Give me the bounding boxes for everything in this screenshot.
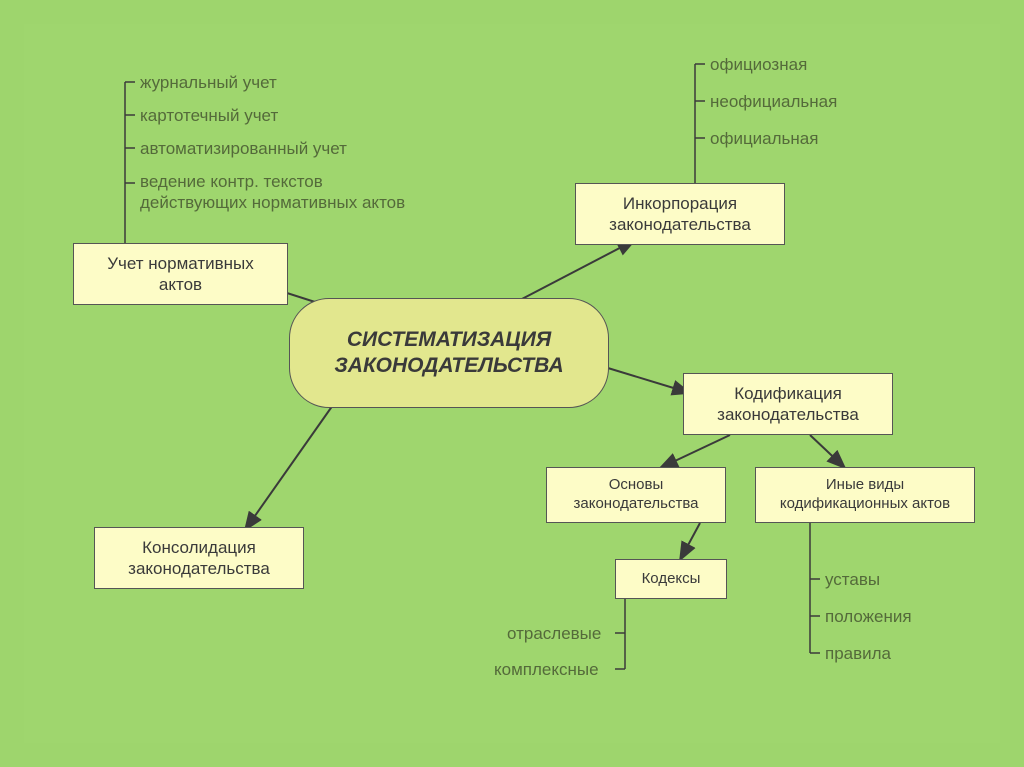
label-uchet-4: действующих нормативных актов: [140, 193, 405, 213]
diagram-canvas: СИСТЕМАТИЗАЦИЯЗАКОНОДАТЕЛЬСТВАУчет норма…: [0, 0, 1024, 767]
label-uchet-3: ведение контр. текстов: [140, 172, 323, 192]
label-inkorp-5: официозная: [710, 55, 807, 75]
label-inye-10: правила: [825, 644, 891, 664]
label-inkorp-6: неофициальная: [710, 92, 837, 112]
label-uchet-0: журнальный учет: [140, 73, 277, 93]
box-konsol: Консолидациязаконодательства: [94, 527, 304, 589]
label-uchet-2: автоматизированный учет: [140, 139, 347, 159]
label-kodeksy-11: отраслевые: [507, 624, 601, 644]
label-inye-9: положения: [825, 607, 912, 627]
label-inkorp-7: официальная: [710, 129, 818, 149]
box-kodeksy: Кодексы: [615, 559, 727, 599]
box-osnovy: Основызаконодательства: [546, 467, 726, 523]
box-inye: Иные видыкодификационных актов: [755, 467, 975, 523]
central-node: СИСТЕМАТИЗАЦИЯЗАКОНОДАТЕЛЬСТВА: [289, 298, 609, 408]
label-kodeksy-12: комплексные: [494, 660, 599, 680]
box-inkorp: Инкорпорациязаконодательства: [575, 183, 785, 245]
box-kodif: Кодификациязаконодательства: [683, 373, 893, 435]
label-uchet-1: картотечный учет: [140, 106, 278, 126]
label-inye-8: уставы: [825, 570, 880, 590]
box-uchet: Учет нормативныхактов: [73, 243, 288, 305]
